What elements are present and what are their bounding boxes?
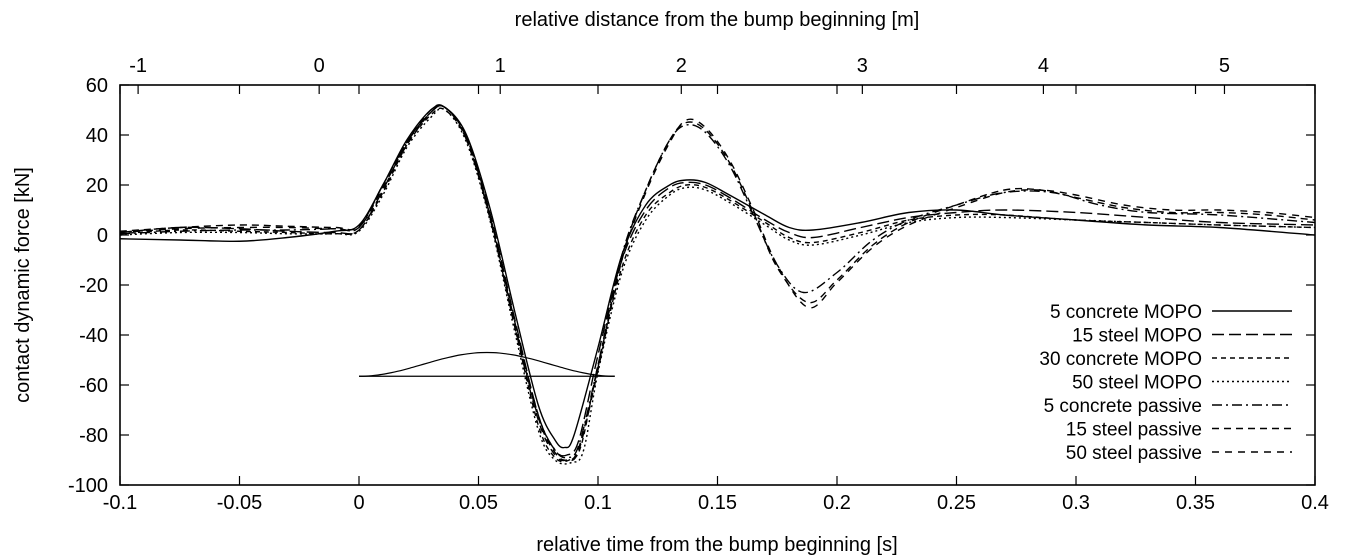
axis-ticks: -0.1 -0.05 0 0.05 0.1 0.15 0.2 0.25 0.3 0.35 0.4 -1… — [68, 55, 1329, 514]
bump-annotation — [358, 351, 615, 377]
y-tick-label: 20 — [86, 175, 108, 197]
y-tick-label: -100 — [68, 475, 108, 497]
x-tick-label: 0.35 — [1176, 492, 1215, 514]
y-tick-label: -40 — [79, 325, 108, 347]
legend-label: 15 steel passive — [1066, 420, 1202, 441]
series-layer — [119, 104, 1316, 465]
series-line-7 — [119, 104, 1316, 462]
x-tick-label: 0 — [353, 492, 364, 514]
x-tick-label: -0.05 — [217, 492, 263, 514]
legend-label: 15 steel MOPO — [1072, 326, 1202, 347]
x-tick-label: 0.4 — [1301, 492, 1329, 514]
y-tick-label: 40 — [86, 125, 108, 147]
y-axis-label: contact dynamic force [kN] — [12, 167, 34, 403]
x-tick-label: -0.1 — [103, 492, 137, 514]
x2-tick-label: 0 — [314, 55, 325, 77]
y-tick-label: -80 — [79, 425, 108, 447]
y-tick-label: 60 — [86, 75, 108, 97]
y-tick-label: -20 — [79, 275, 108, 297]
x-tick-label: 0.3 — [1062, 492, 1090, 514]
y-tick-label: -60 — [79, 375, 108, 397]
x2-tick-label: 2 — [676, 55, 687, 77]
legend-label: 5 concrete passive — [1044, 396, 1202, 417]
bump-profile — [358, 351, 615, 377]
y-tick-label: 0 — [97, 225, 108, 247]
x-tick-label: 0.1 — [584, 492, 612, 514]
series-line-6 — [119, 104, 1316, 461]
x-tick-label: 0.05 — [459, 492, 498, 514]
x2-tick-label: 3 — [857, 55, 868, 77]
x-tick-label: 0.25 — [937, 492, 976, 514]
legend-label: 50 steel MOPO — [1072, 373, 1202, 394]
x2-tick-label: 1 — [495, 55, 506, 77]
series-line-5 — [119, 105, 1316, 459]
x2-tick-label: -1 — [129, 55, 147, 77]
legend-label: 5 concrete MOPO — [1050, 302, 1202, 323]
x2-axis-label: relative distance from the bump beginnin… — [515, 9, 920, 31]
x-tick-label: 0.15 — [698, 492, 737, 514]
x-tick-label: 0.2 — [823, 492, 851, 514]
x-axis-label: relative time from the bump beginning [s… — [536, 534, 897, 556]
legend-label: 30 concrete MOPO — [1039, 349, 1202, 370]
x2-tick-label: 5 — [1219, 55, 1230, 77]
legend-label: 50 steel passive — [1066, 443, 1202, 464]
x2-tick-label: 4 — [1038, 55, 1049, 77]
